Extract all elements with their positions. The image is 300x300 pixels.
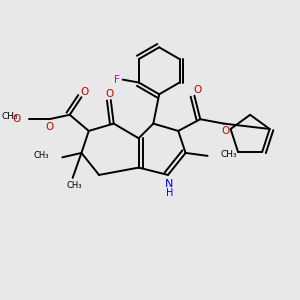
Text: O: O [105, 89, 113, 99]
Text: CH₃: CH₃ [221, 150, 237, 159]
Text: O: O [194, 85, 202, 95]
Text: O: O [80, 87, 88, 97]
Text: O: O [13, 114, 21, 124]
Text: F: F [114, 75, 120, 85]
Text: O: O [221, 126, 229, 136]
Text: CH₃: CH₃ [2, 112, 18, 121]
Text: CH₃: CH₃ [66, 181, 82, 190]
Text: O: O [45, 122, 53, 131]
Text: H: H [166, 188, 173, 197]
Text: N: N [165, 179, 174, 189]
Text: CH₃: CH₃ [34, 152, 49, 160]
